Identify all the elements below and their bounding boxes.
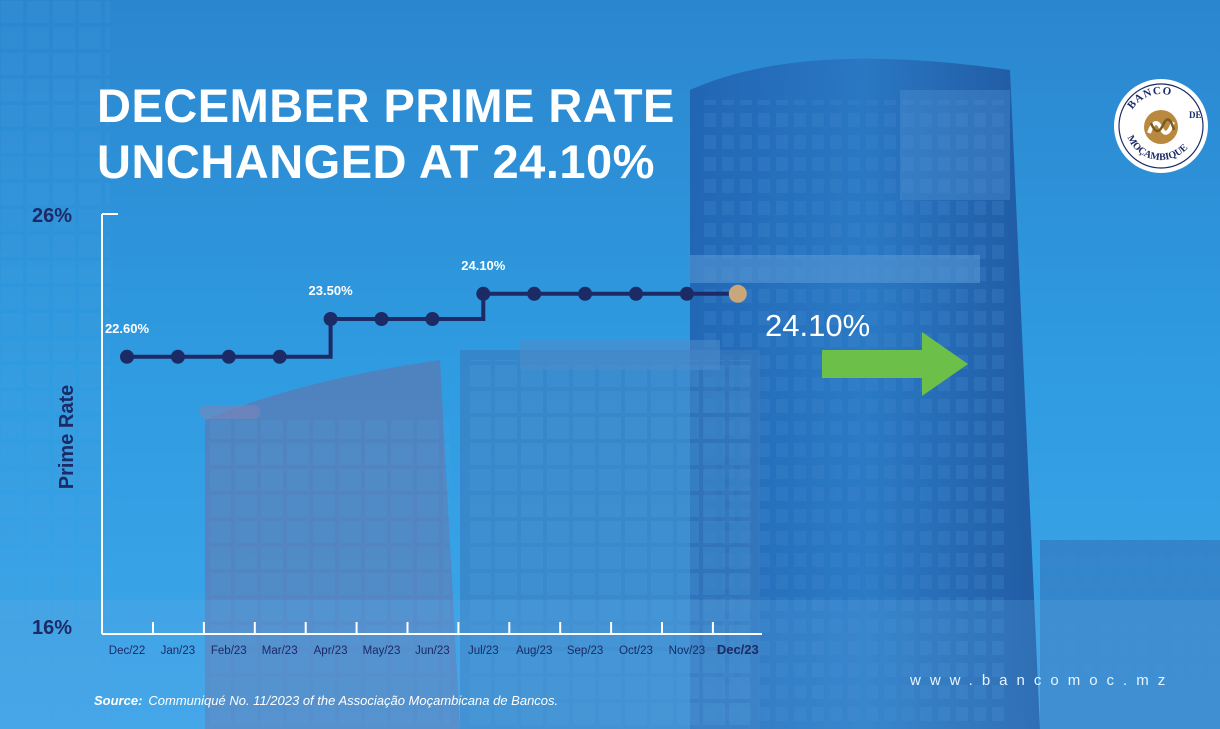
- x-tick-label: Aug/23: [516, 645, 552, 657]
- x-tick-label: May/23: [363, 645, 401, 657]
- headline-line-2: UNCHANGED AT 24.10%: [97, 135, 655, 188]
- bank-emblem-icon: [1144, 110, 1178, 144]
- data-point: [629, 286, 643, 301]
- data-point: [120, 349, 134, 364]
- data-point: [272, 349, 287, 364]
- y-tick-bottom: 16%: [32, 617, 72, 639]
- data-point: [527, 286, 542, 301]
- y-tick-top: 26%: [32, 205, 72, 227]
- data-labels: 22.60% 23.50% 24.10%: [105, 258, 506, 336]
- data-points: [120, 284, 747, 364]
- source-text: Communiqué No. 11/2023 of the Associação…: [148, 693, 559, 708]
- green-arrow-icon: [822, 332, 968, 396]
- data-label: 22.60%: [105, 321, 150, 336]
- highlight-value-label: 24.10%: [765, 308, 870, 343]
- website-url: www.bancomoc.mz: [910, 672, 1175, 689]
- x-tick-label: Feb/23: [211, 645, 247, 657]
- data-point: [476, 286, 491, 301]
- headline: DECEMBER PRIME RATE UNCHANGED AT 24.10%: [97, 78, 675, 190]
- logo-text-mid: DE: [1189, 110, 1202, 120]
- banco-de-mocambique-logo: BANCO DE MOÇAMBIQUE: [1114, 79, 1208, 173]
- highlight-data-point: [728, 284, 747, 303]
- x-axis-ticks: [152, 622, 714, 634]
- data-point: [170, 349, 185, 364]
- x-tick-label: Nov/23: [669, 645, 705, 657]
- data-point: [323, 312, 338, 326]
- data-point: [425, 312, 440, 326]
- headline-line-1: DECEMBER PRIME RATE: [97, 79, 675, 132]
- chart-axes: 26% 16% Prime Rate: [32, 205, 762, 639]
- x-tick-label: Mar/23: [262, 645, 298, 657]
- x-tick-label: Sep/23: [567, 645, 603, 657]
- data-point: [221, 349, 236, 364]
- data-label: 24.10%: [461, 258, 506, 273]
- x-tick-label: Apr/23: [314, 645, 348, 657]
- data-label: 23.50%: [309, 283, 354, 298]
- source-label: Source:: [94, 693, 143, 708]
- x-axis-labels: Dec/22 Jan/23 Feb/23 Mar/23 Apr/23 May/23 Jun/…: [109, 642, 759, 657]
- y-axis-label: Prime Rate: [56, 385, 78, 490]
- data-point: [578, 286, 593, 301]
- x-tick-label: Jan/23: [161, 645, 196, 657]
- x-tick-label: Dec/23: [717, 642, 759, 657]
- x-tick-label: Jun/23: [415, 645, 450, 657]
- x-tick-label: Dec/22: [109, 645, 145, 657]
- data-point: [374, 312, 389, 326]
- source-note: Source: Communiqué No. 11/2023 of the Ass…: [94, 693, 558, 708]
- data-point: [679, 286, 694, 301]
- x-tick-label: Oct/23: [619, 645, 653, 657]
- x-tick-label: Jul/23: [468, 645, 499, 657]
